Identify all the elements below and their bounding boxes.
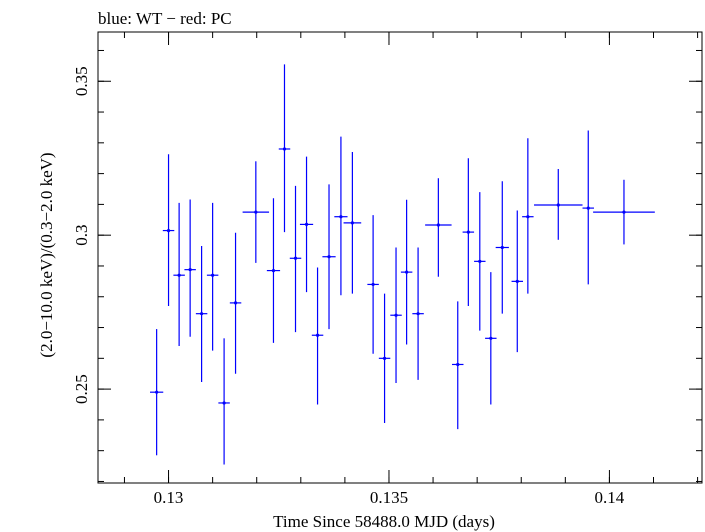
data-point	[242, 161, 270, 263]
point-marker	[304, 222, 309, 227]
point-marker	[436, 223, 440, 227]
point-marker	[489, 336, 493, 340]
data-point	[474, 192, 486, 331]
point-marker	[282, 147, 287, 151]
data-point	[218, 338, 230, 465]
x-tick-label: 0.13	[154, 488, 184, 507]
data-point	[534, 168, 583, 240]
data-point	[390, 247, 402, 383]
data-point	[378, 293, 391, 423]
point-marker	[456, 362, 460, 367]
data-point	[495, 181, 509, 314]
y-axis-label: (2.0−10.0 keV)/(0.3−2.0 keV)	[37, 152, 56, 357]
point-marker	[466, 230, 470, 234]
point-marker	[200, 312, 204, 316]
plot-frame	[97, 31, 703, 484]
point-marker	[271, 268, 276, 273]
data-point	[425, 178, 452, 277]
point-marker	[188, 268, 192, 272]
x-tick-label: 0.14	[595, 488, 625, 507]
data-point	[289, 185, 302, 333]
y-tick-label: 0.25	[72, 374, 91, 404]
data-point	[593, 179, 655, 245]
point-marker	[371, 282, 375, 287]
point-marker	[394, 313, 398, 317]
point-marker	[405, 270, 409, 274]
data-point	[229, 232, 242, 374]
point-marker	[166, 228, 171, 233]
point-marker	[339, 215, 343, 219]
y-tick-label: 0.35	[72, 66, 91, 96]
point-marker	[382, 356, 387, 360]
point-marker	[515, 279, 519, 283]
point-marker	[233, 301, 238, 305]
point-marker	[222, 401, 226, 405]
data-point	[299, 156, 314, 293]
data-point	[311, 267, 324, 405]
data-point	[485, 272, 497, 405]
data-point	[343, 152, 362, 294]
point-marker	[622, 210, 626, 214]
data-point	[278, 64, 291, 233]
y-tick-label: 0.3	[72, 225, 91, 246]
point-marker	[556, 203, 560, 207]
point-marker	[526, 215, 530, 219]
point-marker	[586, 206, 590, 210]
point-marker	[478, 259, 482, 263]
data-point	[582, 130, 594, 285]
point-marker	[211, 273, 215, 277]
data-point	[150, 329, 164, 456]
point-marker	[254, 210, 258, 214]
data-point	[334, 136, 348, 296]
data-point	[367, 215, 379, 354]
point-marker	[155, 390, 159, 394]
point-marker	[416, 312, 420, 316]
x-axis-label: Time Since 58488.0 MJD (days)	[273, 512, 495, 531]
point-marker	[350, 221, 354, 225]
data-point	[266, 198, 281, 343]
point-marker	[327, 255, 331, 259]
point-marker	[315, 333, 320, 337]
data-point	[162, 154, 175, 306]
data-point	[206, 202, 219, 351]
chart-title: blue: WT − red: PC	[98, 9, 232, 28]
data-point	[452, 301, 464, 430]
data-point	[322, 184, 336, 330]
data-point	[412, 247, 424, 380]
point-marker	[293, 256, 298, 260]
point-marker	[177, 273, 181, 277]
plot-axes: 0.13 0.135 0.14 0.25 0.3 0.35	[72, 31, 703, 507]
data-point	[400, 199, 413, 345]
data-point	[173, 202, 185, 347]
x-tick-label: 0.135	[370, 488, 408, 507]
data-point	[462, 158, 475, 306]
data-point	[511, 210, 524, 353]
data-point	[184, 199, 196, 337]
point-marker	[500, 245, 504, 250]
data-point	[522, 138, 534, 294]
data-point	[195, 245, 208, 383]
data-points	[150, 64, 655, 465]
